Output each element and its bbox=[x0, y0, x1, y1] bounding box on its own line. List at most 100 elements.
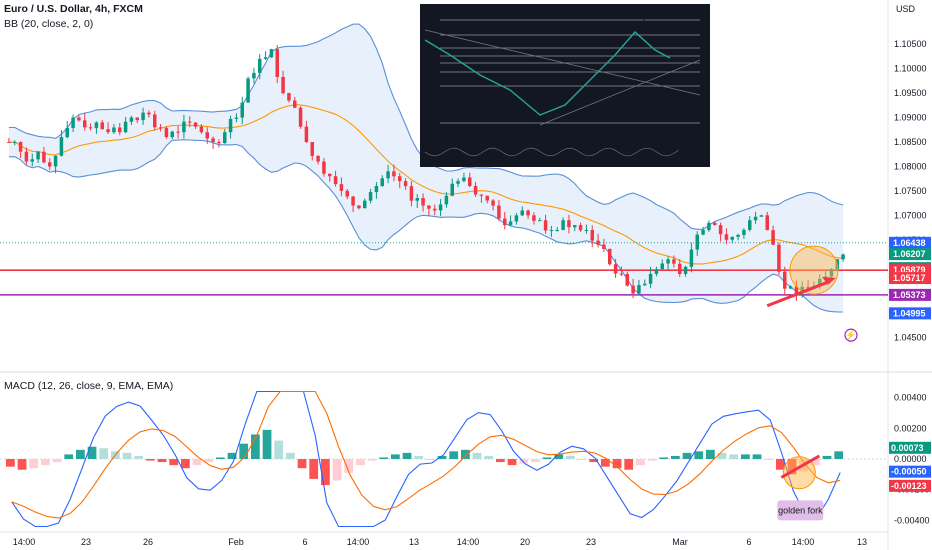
macd-histogram-bar bbox=[834, 451, 844, 459]
candle-body bbox=[363, 200, 367, 209]
candle-body bbox=[736, 234, 740, 237]
macd-histogram-bar bbox=[729, 454, 739, 459]
time-axis-tick: 13 bbox=[409, 537, 419, 547]
candle-body bbox=[433, 208, 437, 211]
macd-histogram-bar bbox=[146, 459, 155, 461]
macd-histogram-bar bbox=[157, 459, 167, 463]
candle-body bbox=[164, 128, 169, 138]
candle-body bbox=[567, 220, 571, 228]
time-axis-tick: 6 bbox=[746, 537, 751, 547]
price-badge-bg bbox=[889, 236, 931, 249]
macd-histogram-bar bbox=[822, 455, 832, 459]
candle-body bbox=[608, 248, 612, 265]
price-axis-tick: 1.07500 bbox=[894, 186, 927, 196]
price-badge: 1.05717 bbox=[889, 272, 931, 285]
time-axis-tick: 14:00 bbox=[457, 537, 480, 547]
candle-body bbox=[188, 121, 192, 123]
price-badge-text: 1.06438 bbox=[893, 238, 926, 248]
macd-indicator-label[interactable]: MACD (12, 26, close, 9, EMA, EMA) bbox=[4, 380, 174, 392]
candle-body bbox=[479, 194, 484, 196]
macd-axis-tick: 0.00200 bbox=[894, 423, 927, 433]
symbol-title[interactable]: Euro / U.S. Dollar, 4h, FXCM bbox=[4, 3, 143, 15]
candle-body bbox=[339, 184, 344, 191]
candle-body bbox=[777, 244, 781, 272]
candle-body bbox=[176, 131, 180, 133]
candle-body bbox=[246, 78, 250, 103]
macd-histogram-bar bbox=[542, 457, 552, 459]
inset-price-path bbox=[424, 31, 671, 116]
candle-body bbox=[141, 112, 145, 121]
price-badge-text: 1.05373 bbox=[893, 290, 926, 300]
candle-body bbox=[193, 122, 198, 127]
candle-body bbox=[683, 266, 688, 274]
candle-body bbox=[543, 220, 548, 231]
macd-histogram-bar bbox=[519, 459, 529, 464]
lightning-icon bbox=[844, 328, 858, 342]
macd-badge-text: -0.00050 bbox=[891, 467, 927, 477]
candle-body bbox=[36, 151, 40, 160]
candle-body bbox=[287, 93, 291, 101]
candle-body bbox=[170, 131, 174, 138]
macd-histogram-bar bbox=[76, 449, 85, 459]
macd-histogram-bar bbox=[449, 451, 459, 459]
candle-body bbox=[398, 176, 402, 182]
trend-arrow bbox=[766, 279, 831, 308]
macd-histogram-bar bbox=[64, 454, 74, 459]
lightning-icon-glyph: ⚡ bbox=[845, 329, 856, 341]
macd-histogram-bar bbox=[274, 440, 284, 459]
macd-histogram-bar bbox=[41, 459, 50, 466]
candle-body bbox=[304, 126, 309, 142]
macd-histogram-bar bbox=[367, 459, 377, 461]
macd-histogram-bar bbox=[612, 459, 622, 469]
macd-histogram-bar bbox=[741, 454, 750, 459]
price-axis-tick: 1.10500 bbox=[894, 39, 927, 49]
macd-histogram-bar bbox=[227, 452, 237, 459]
trend-arrow-head bbox=[821, 276, 836, 285]
bb-indicator-label[interactable]: BB (20, close, 2, 0) bbox=[4, 18, 94, 30]
macd-histogram-bar bbox=[659, 457, 669, 459]
candle-body bbox=[59, 137, 64, 156]
inset-trend-line bbox=[424, 29, 701, 96]
candle-body bbox=[672, 259, 676, 264]
candle-body bbox=[473, 186, 478, 195]
macd-histogram-bar bbox=[402, 452, 412, 459]
price-badge-bg bbox=[889, 272, 931, 285]
candle-body bbox=[549, 230, 554, 231]
candle-body bbox=[771, 230, 775, 245]
golden-fork-arrow bbox=[780, 454, 821, 479]
candle-body bbox=[258, 58, 262, 73]
candle-body bbox=[713, 222, 717, 226]
candle-body bbox=[53, 155, 58, 167]
candle-body bbox=[88, 127, 93, 129]
macd-histogram-bar bbox=[391, 454, 400, 459]
candle-body bbox=[199, 126, 204, 133]
candle-body bbox=[328, 173, 332, 177]
macd-histogram-bar bbox=[496, 459, 505, 463]
macd-badge-text: 0.00073 bbox=[891, 443, 924, 453]
macd-histogram-bar bbox=[484, 455, 494, 459]
macd-histogram-bar bbox=[52, 459, 62, 463]
candle-body bbox=[666, 259, 670, 264]
candle-body bbox=[444, 195, 449, 205]
candle-body bbox=[643, 283, 647, 286]
candle-body bbox=[298, 107, 303, 127]
macd-histogram-bar bbox=[426, 459, 435, 460]
macd-histogram-bar bbox=[122, 452, 132, 459]
macd-histogram-bar bbox=[332, 459, 342, 481]
annotation-callout bbox=[777, 500, 824, 521]
candle-body bbox=[374, 186, 379, 193]
macd-histogram-bar bbox=[344, 459, 354, 473]
macd-histogram-bar bbox=[6, 459, 15, 467]
candle-body bbox=[252, 72, 256, 79]
candle-body bbox=[106, 129, 110, 133]
candle-body bbox=[415, 198, 419, 201]
bollinger-basis bbox=[8, 104, 844, 265]
inset-label: September 2023 bbox=[522, 125, 589, 135]
price-badge: 1.06438 bbox=[889, 236, 931, 249]
price-badge-bg bbox=[889, 248, 931, 261]
candle-body bbox=[421, 198, 425, 206]
price-badge-text: 1.05879 bbox=[893, 265, 926, 275]
candle-body bbox=[748, 220, 752, 230]
